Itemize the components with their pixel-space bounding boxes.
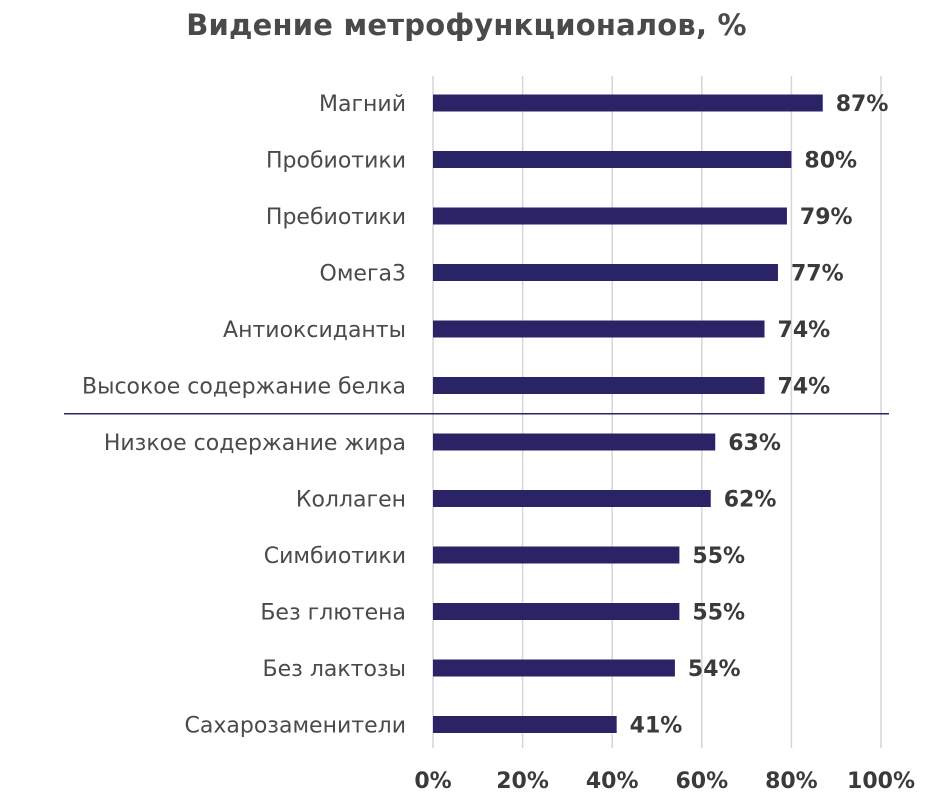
data-label: 63% bbox=[728, 431, 781, 456]
category-label: Сахарозаменители bbox=[185, 714, 406, 739]
data-label: 77% bbox=[791, 262, 844, 287]
category-label: Пребиотики bbox=[266, 205, 406, 230]
data-label: 79% bbox=[800, 205, 853, 230]
bar bbox=[433, 433, 716, 451]
x-tick-label: 20% bbox=[496, 769, 549, 794]
category-label: Низкое содержание жира bbox=[104, 431, 406, 456]
data-label: 55% bbox=[692, 544, 745, 569]
bar bbox=[433, 603, 680, 620]
category-label: Без глютена bbox=[260, 601, 406, 626]
data-label: 74% bbox=[778, 318, 831, 343]
x-tick-label: 80% bbox=[765, 769, 818, 794]
bar bbox=[433, 490, 711, 507]
x-tick-label: 100% bbox=[847, 769, 915, 794]
bar bbox=[433, 207, 787, 225]
bar bbox=[433, 659, 675, 677]
chart-title: Видение метрофункционалов, % bbox=[186, 8, 747, 42]
bar bbox=[433, 320, 765, 338]
x-tick-label: 0% bbox=[414, 769, 451, 794]
category-label: Магний bbox=[319, 92, 406, 117]
bar bbox=[433, 151, 792, 168]
bar bbox=[433, 546, 680, 564]
bar bbox=[433, 94, 823, 112]
bar bbox=[433, 377, 765, 394]
bar bbox=[433, 716, 617, 733]
x-tick-label: 60% bbox=[675, 769, 728, 794]
data-label: 74% bbox=[778, 375, 831, 400]
category-label: Симбиотики bbox=[264, 544, 406, 569]
category-label: Пробиотики bbox=[266, 149, 406, 174]
data-label: 62% bbox=[724, 488, 777, 513]
x-tick-label: 40% bbox=[586, 769, 639, 794]
bar bbox=[433, 264, 778, 281]
data-label: 87% bbox=[836, 92, 889, 117]
category-label: Коллаген bbox=[296, 488, 406, 513]
data-label: 80% bbox=[804, 149, 857, 174]
data-label: 55% bbox=[692, 601, 745, 626]
category-label: Антиоксиданты bbox=[223, 318, 406, 343]
data-label: 54% bbox=[688, 657, 741, 682]
category-label: Без лактозы bbox=[263, 657, 407, 682]
category-label: Высокое содержание белка bbox=[82, 375, 406, 400]
category-label: Омега3 bbox=[320, 262, 407, 287]
data-label: 41% bbox=[630, 714, 683, 739]
